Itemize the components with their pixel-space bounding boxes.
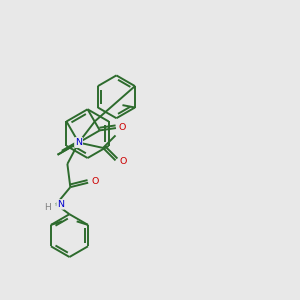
Text: N: N bbox=[75, 138, 82, 147]
Text: O: O bbox=[119, 158, 127, 166]
Text: H: H bbox=[44, 203, 51, 212]
Text: O: O bbox=[119, 123, 126, 132]
Text: N: N bbox=[57, 200, 64, 209]
Text: O: O bbox=[92, 177, 99, 186]
Text: N: N bbox=[75, 138, 82, 147]
